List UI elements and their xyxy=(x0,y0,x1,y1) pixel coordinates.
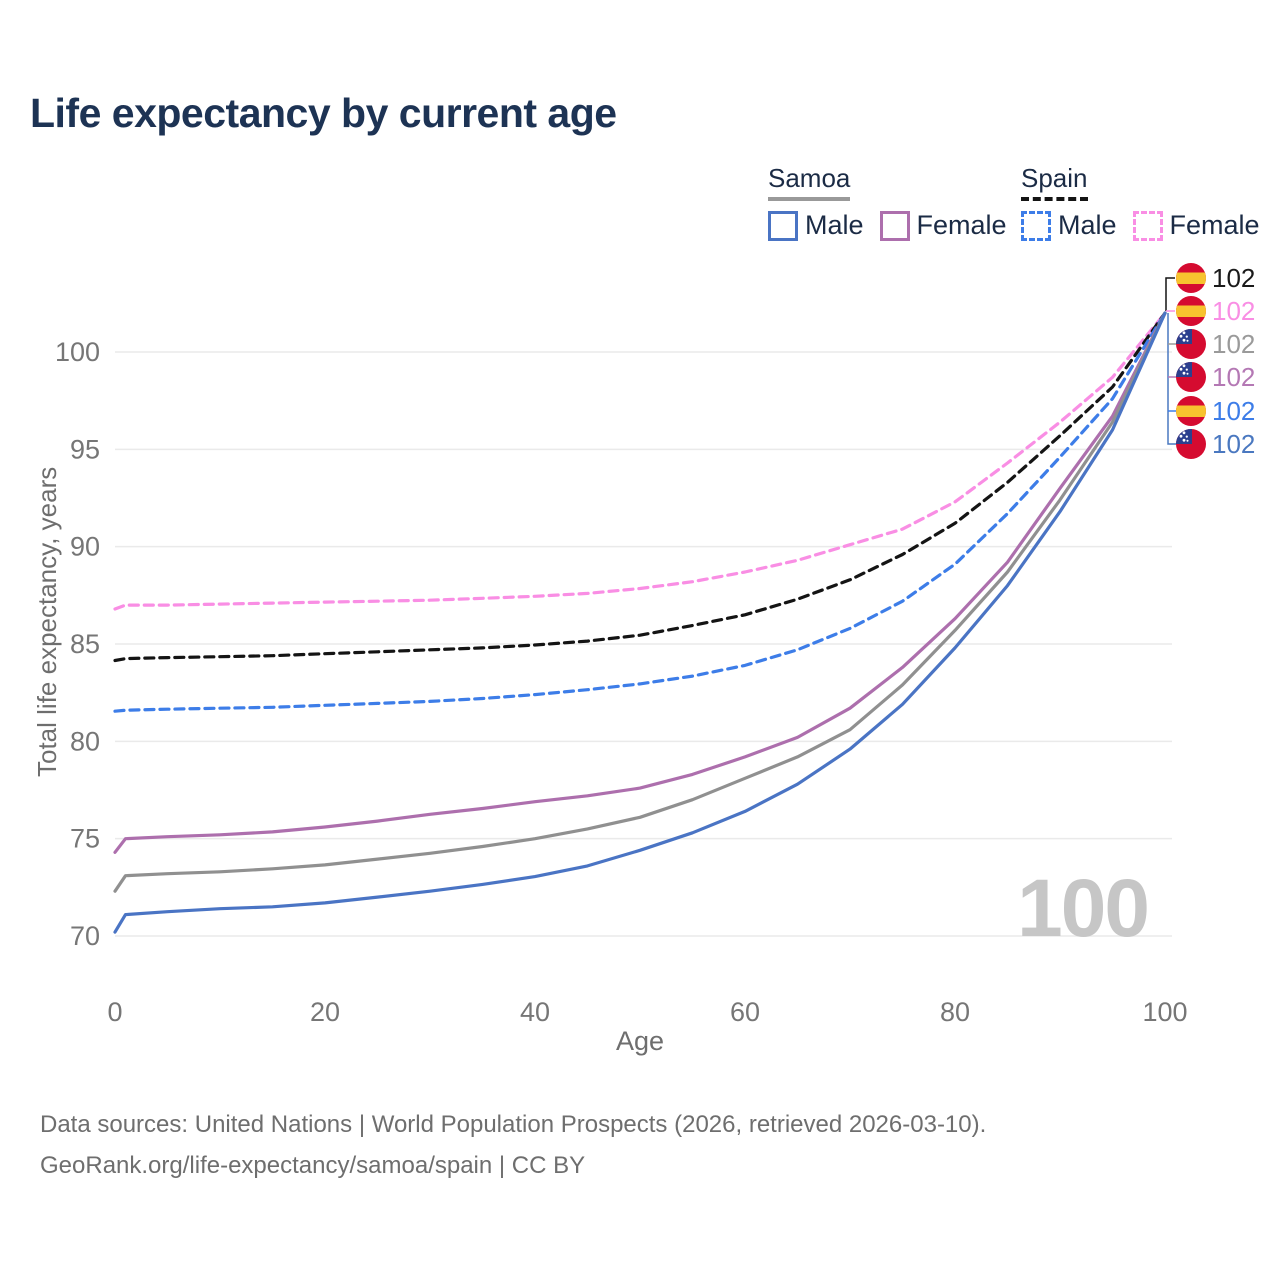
end-label-row: 102 xyxy=(1176,362,1255,392)
footer-sources: Data sources: United Nations | World Pop… xyxy=(40,1111,987,1138)
spain-flag-icon xyxy=(1176,296,1206,326)
svg-text:60: 60 xyxy=(730,997,760,1027)
legend-label: Female xyxy=(916,210,1007,240)
svg-text:40: 40 xyxy=(520,997,550,1027)
samoa-male-swatch-icon xyxy=(768,210,798,241)
legend-group-spain: Spain Male Female xyxy=(1021,163,1260,241)
end-label-value: 102 xyxy=(1212,428,1256,459)
legend-item-samoa-female[interactable]: Female xyxy=(879,210,1007,241)
page-title: Life expectancy by current age xyxy=(30,90,617,136)
spain-male-swatch-icon xyxy=(1021,210,1051,241)
legend-item-samoa-male[interactable]: Male xyxy=(768,210,864,241)
legend-label: Female xyxy=(1169,210,1260,240)
series-samoa-both xyxy=(113,311,1167,893)
svg-text:90: 90 xyxy=(70,532,100,562)
end-label-value: 102 xyxy=(1212,361,1256,392)
svg-text:100: 100 xyxy=(1142,997,1187,1027)
end-label-value: 102 xyxy=(1212,295,1256,326)
legend-label: Male xyxy=(805,210,864,240)
series-samoa-male xyxy=(113,311,1167,934)
spain-flag-icon xyxy=(1176,263,1206,293)
svg-text:70: 70 xyxy=(70,921,100,951)
age-counter: 100 xyxy=(1017,863,1150,954)
spain-flag-icon xyxy=(1176,396,1206,426)
end-label-row: 102 xyxy=(1176,263,1255,293)
legend-item-spain-female[interactable]: Female xyxy=(1132,210,1260,241)
svg-text:85: 85 xyxy=(70,629,100,659)
samoa-flag-icon xyxy=(1176,429,1206,459)
svg-text:75: 75 xyxy=(70,824,100,854)
series-spain-female xyxy=(113,311,1167,611)
series-spain-male xyxy=(113,311,1167,713)
legend-header-samoa: Samoa xyxy=(768,163,851,201)
end-label-value: 102 xyxy=(1212,328,1256,359)
spain-female-swatch-icon xyxy=(1132,210,1163,241)
end-label-value: 102 xyxy=(1212,262,1256,293)
svg-text:80: 80 xyxy=(70,726,100,756)
samoa-flag-icon xyxy=(1176,329,1206,359)
end-label-row: 102 xyxy=(1176,329,1255,359)
legend-header-spain: Spain xyxy=(1021,163,1088,201)
footer: Data sources: United Nations | World Pop… xyxy=(40,1104,986,1186)
end-label-row: 102 xyxy=(1176,296,1255,326)
svg-text:95: 95 xyxy=(70,434,100,464)
x-axis-title: Age xyxy=(615,1026,665,1056)
samoa-flag-icon xyxy=(1176,362,1206,392)
svg-text:20: 20 xyxy=(310,997,340,1027)
end-label-row: 102 xyxy=(1176,429,1255,459)
samoa-female-swatch-icon xyxy=(879,210,910,241)
legend-item-spain-male[interactable]: Male xyxy=(1021,210,1117,241)
end-label-value: 102 xyxy=(1212,395,1256,426)
end-label-row: 102 xyxy=(1176,396,1255,426)
svg-text:80: 80 xyxy=(940,997,970,1027)
series-spain-both xyxy=(113,311,1167,663)
legend-group-samoa: Samoa Male Female xyxy=(768,163,1007,241)
series-samoa-female xyxy=(113,311,1167,854)
svg-text:0: 0 xyxy=(107,997,122,1027)
legend-label: Male xyxy=(1058,210,1117,240)
y-axis-title: Total life expectancy, years xyxy=(32,466,62,777)
footer-attribution: GeoRank.org/life-expectancy/samoa/spain … xyxy=(40,1152,586,1179)
svg-text:100: 100 xyxy=(55,337,100,367)
